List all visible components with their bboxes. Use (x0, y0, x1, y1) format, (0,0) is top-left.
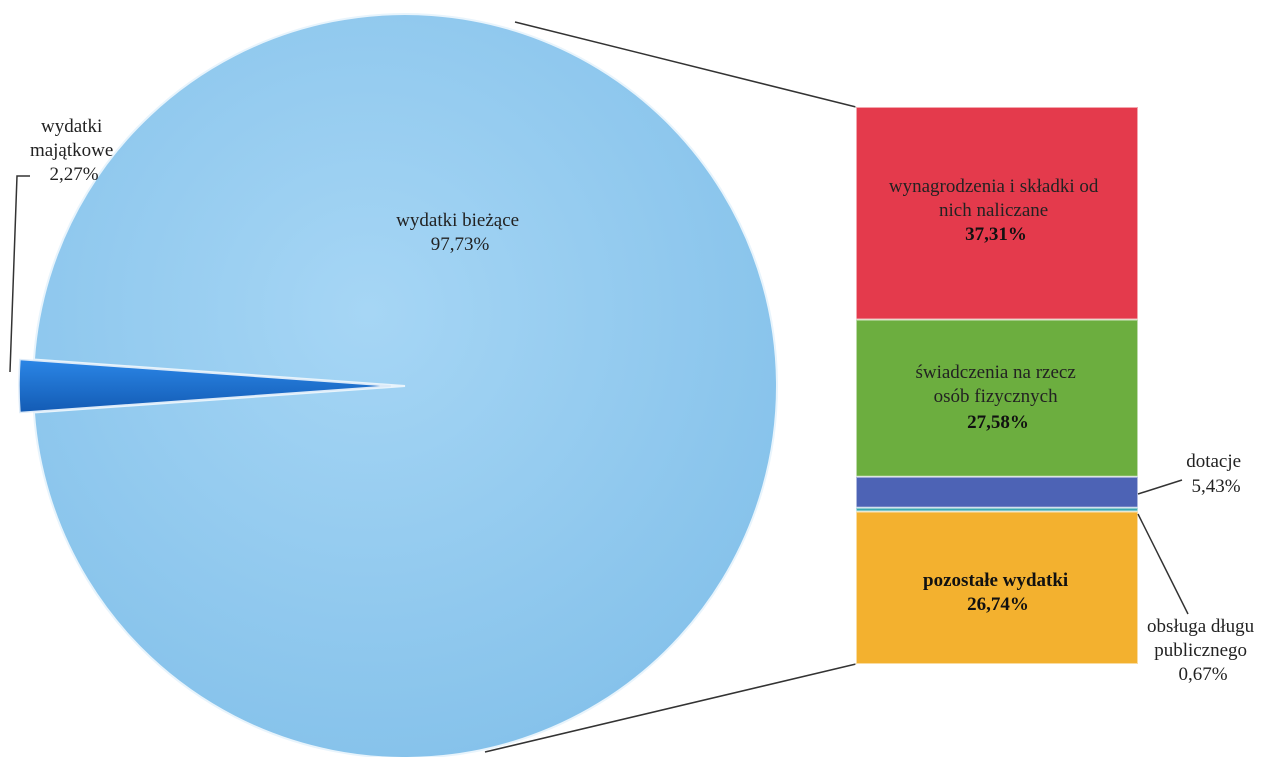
label-pozostale-name: pozostałe wydatki (923, 570, 1068, 591)
label-obsluga-dlugu: obsługa długu publicznego 0,67% (1147, 616, 1259, 685)
label-wydatki-majatkowe-value: 2,27% (49, 164, 98, 185)
label-pozostale-value: 26,74% (967, 594, 1029, 615)
label-obsluga-value: 0,67% (1178, 664, 1227, 685)
label-obsluga-line1: obsługa długu (1147, 616, 1255, 637)
label-wydatki-biezace-value: 97,73% (431, 234, 490, 255)
label-dotacje: dotacje 5,43% (1186, 451, 1246, 497)
label-wynagrodzenia: wynagrodzenia i składki od nich naliczan… (889, 176, 1103, 245)
bar-segment-swiadczenia (855, 318, 1139, 478)
connector-line-top (514, 21, 857, 108)
label-obsluga-line2: publicznego (1154, 640, 1247, 661)
label-swiadczenia-value: 27,58% (967, 412, 1029, 433)
label-swiadczenia-line1: świadczenia na rzecz (915, 362, 1075, 383)
label-wydatki-biezace: wydatki bieżące 97,73% (396, 210, 524, 255)
pie-slice-wydatki-biezace (32, 13, 778, 757)
label-wydatki-biezace-name: wydatki bieżące (396, 210, 519, 231)
label-wydatki-majatkowe-line1: wydatki (41, 116, 102, 137)
label-wydatki-majatkowe-line2: majątkowe (30, 140, 113, 161)
connector-line-bottom (484, 663, 857, 753)
label-wynagrodzenia-line2: nich naliczane (939, 200, 1048, 221)
label-swiadczenia-line2: osób fizycznych (934, 386, 1058, 407)
bar-segment-wynagrodzenia (855, 106, 1139, 321)
pie-slice-wydatki-majatkowe (18, 358, 392, 414)
leader-line-wydatki-majatkowe (9, 175, 30, 373)
bar-segment-dotacje (855, 475, 1139, 509)
label-wynagrodzenia-value: 37,31% (965, 224, 1027, 245)
leader-line-dotacje (1137, 479, 1183, 495)
leader-line-obsluga-dlugu (1137, 513, 1189, 615)
label-dotacje-name: dotacje (1186, 451, 1241, 472)
label-dotacje-value: 5,43% (1191, 476, 1240, 497)
bar-segment-pozostale (855, 510, 1139, 665)
label-wynagrodzenia-line1: wynagrodzenia i składki od (889, 176, 1099, 197)
label-swiadczenia: świadczenia na rzecz osób fizycznych 27,… (915, 362, 1080, 433)
label-wydatki-majatkowe: wydatki majątkowe 2,27% (30, 116, 118, 185)
label-pozostale: pozostałe wydatki 26,74% (923, 570, 1073, 615)
connector-lines (484, 21, 857, 753)
